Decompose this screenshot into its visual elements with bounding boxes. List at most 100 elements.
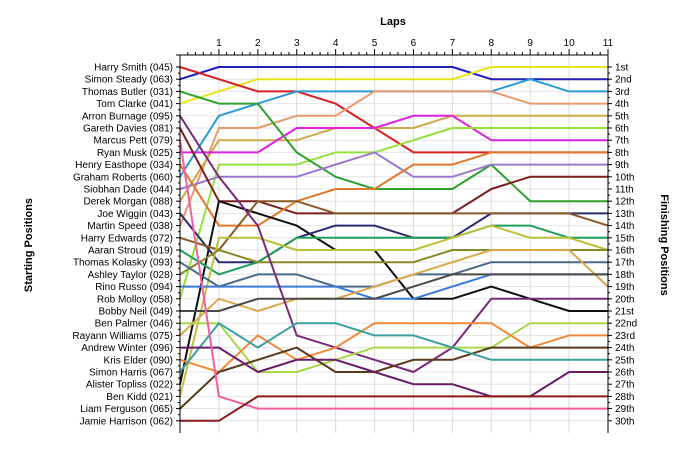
starting-position-label: Derek Morgan (088) <box>84 197 173 208</box>
finishing-position-label: 8th <box>615 148 629 159</box>
starting-position-label: Liam Ferguson (065) <box>80 404 173 415</box>
starting-position-label: Kris Elder (090) <box>104 355 173 366</box>
series-line-12 <box>179 151 609 227</box>
x-tick-label: 10 <box>564 38 576 49</box>
starting-position-label: Ben Kidd (021) <box>106 392 173 403</box>
series-lines <box>179 66 609 422</box>
finishing-position-label: 22nd <box>615 319 637 330</box>
finishing-position-label: 28th <box>615 392 634 403</box>
series-line-15 <box>179 200 609 251</box>
series-line-10 <box>179 151 609 190</box>
series-line-27 <box>179 322 609 373</box>
x-tick-label: 9 <box>527 38 533 49</box>
finishing-position-label: 19th <box>615 282 634 293</box>
starting-position-label: Aaran Stroud (019) <box>88 246 173 257</box>
grid <box>180 55 609 433</box>
x-tick-label: 4 <box>333 38 339 49</box>
series-line-26 <box>179 346 609 410</box>
series-line-30 <box>179 395 609 422</box>
x-tick-label: 7 <box>450 38 456 49</box>
finishing-position-label: 11th <box>615 185 634 196</box>
starting-position-label: Ben Palmer (046) <box>95 319 173 330</box>
starting-position-label: Bobby Neil (049) <box>99 307 173 318</box>
finishing-position-label: 10th <box>615 172 634 183</box>
finishing-position-label: 18th <box>615 270 634 281</box>
starting-position-label: Simon Harris (067) <box>89 368 173 379</box>
finishing-position-label: 5th <box>615 111 629 122</box>
series-line-21 <box>179 249 609 337</box>
series-line-28 <box>179 346 609 398</box>
finishing-position-label: 4th <box>615 99 629 110</box>
x-tick-label: 2 <box>255 38 261 49</box>
starting-position-label: Arron Burnage (095) <box>82 111 173 122</box>
starting-position-label: Rob Molloy (058) <box>97 294 173 305</box>
starting-position-label: Siobhan Dade (044) <box>83 185 173 196</box>
x-tick-label: 8 <box>488 38 494 49</box>
finishing-position-label: 29th <box>615 404 634 415</box>
x-tick-label: 5 <box>372 38 378 49</box>
finishing-position-label: 25th <box>615 355 634 366</box>
series-line-6 <box>179 114 609 203</box>
starting-position-label: Thomas Butler (031) <box>82 87 173 98</box>
finishing-position-label: 24th <box>615 343 634 354</box>
series-line-5 <box>179 90 609 227</box>
series-line-25 <box>179 322 609 373</box>
series-line-17 <box>179 224 609 398</box>
axes <box>176 49 612 433</box>
finishing-position-label: 2nd <box>615 75 632 86</box>
finishing-position-label: 13th <box>615 209 634 220</box>
series-line-8 <box>179 127 609 300</box>
series-line-1 <box>179 66 609 81</box>
starting-position-label: Ryan Musk (025) <box>97 148 173 159</box>
series-line-7 <box>179 114 609 154</box>
finishing-position-label: 16th <box>615 246 634 257</box>
labels: 1 2 3 4 5 6 7 8 9 10 11 Harry Smith (045)Simon Stea… <box>72 38 637 427</box>
series-line-29 <box>179 139 609 410</box>
x-tick-label: 11 <box>603 38 614 49</box>
starting-position-label: Joe Wiggin (043) <box>97 209 173 220</box>
starting-position-label: Gareth Davies (081) <box>83 124 173 135</box>
starting-position-label: Martin Speed (038) <box>87 221 173 232</box>
y-axis-title-left: Starting Positions <box>23 198 35 292</box>
starting-position-label: Simon Steady (063) <box>85 75 173 86</box>
x-tick-label: 3 <box>294 38 300 49</box>
finishing-position-label: 12th <box>615 197 634 208</box>
series-line-13 <box>179 200 609 386</box>
finishing-position-label: 7th <box>615 136 629 147</box>
starting-position-label: Marcus Pett (079) <box>94 136 173 147</box>
finishing-position-label: 27th <box>615 380 634 391</box>
finishing-position-label: 20th <box>615 294 634 305</box>
finishing-position-label: 15th <box>615 233 634 244</box>
finishing-position-label: 1st <box>615 63 629 74</box>
starting-position-label: Rino Russo (094) <box>95 282 173 293</box>
finishing-position-label: 17th <box>615 258 634 269</box>
finishing-position-label: 30th <box>615 416 634 427</box>
series-line-24 <box>179 322 609 373</box>
series-line-22 <box>179 273 609 312</box>
y-axis-title-right: Finishing Positions <box>658 194 670 295</box>
starting-position-label: Andrew Winter (096) <box>81 343 173 354</box>
starting-position-label: Ashley Taylor (028) <box>88 270 173 281</box>
plot-area <box>180 55 608 433</box>
starting-position-label: Graham Roberts (060) <box>73 172 173 183</box>
series-line-2 <box>179 66 609 105</box>
x-tick-label: 6 <box>411 38 417 49</box>
starting-position-label: Henry Easthope (034) <box>75 160 173 171</box>
finishing-position-label: 3rd <box>615 87 629 98</box>
finishing-position-label: 23rd <box>615 331 635 342</box>
finishing-position-label: 6th <box>615 124 629 135</box>
finishing-position-label: 9th <box>615 160 629 171</box>
finishing-position-label: 14th <box>615 221 634 232</box>
starting-position-label: Tom Clarke (041) <box>96 99 173 110</box>
series-line-16 <box>179 224 609 276</box>
starting-position-label: Jamie Harrison (062) <box>80 416 173 427</box>
finishing-position-label: 26th <box>615 368 634 379</box>
starting-position-label: Thomas Kolasky (093) <box>73 258 173 269</box>
x-tick-label: 1 <box>216 38 222 49</box>
series-line-9 <box>179 90 609 203</box>
starting-position-label: Harry Edwards (072) <box>81 233 173 244</box>
starting-position-label: Rayann Williams (075) <box>72 331 173 342</box>
starting-position-label: Harry Smith (045) <box>94 63 173 74</box>
